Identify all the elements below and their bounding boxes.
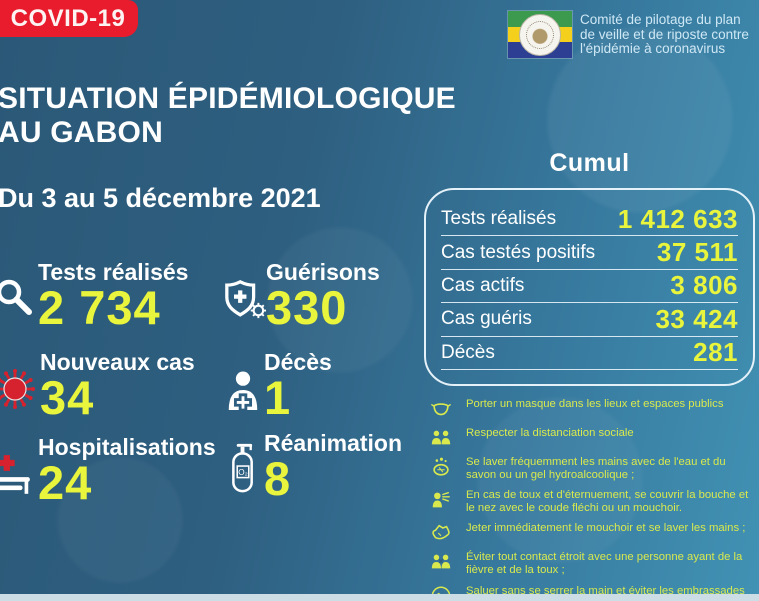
cumul-row-label: Tests réalisés [441, 208, 557, 230]
cumul-row-value: 1 412 633 [617, 203, 738, 234]
stat-value: 24 [38, 456, 93, 509]
stat-value: 34 [40, 371, 95, 424]
stat-label: Guérisons [266, 259, 380, 285]
stat-value: 1 [264, 371, 292, 424]
stat-value: 8 [264, 452, 292, 505]
committee-text-line1: Comité de pilotage du plan [580, 12, 741, 27]
stat-label: Nouveaux cas [40, 349, 195, 375]
bottom-strip [0, 594, 759, 601]
page-title-line1: SITUATION ÉPIDÉMIOLOGIQUE [0, 82, 456, 115]
cumul-row-gueris: Cas guéris 33 424 [441, 303, 738, 337]
stat-reanimation: O₂ Réanimation 8 [230, 430, 402, 502]
social-distance-icon [428, 427, 454, 449]
magnifier-icon [0, 278, 36, 327]
cumul-row-positifs: Cas testés positifs 37 511 [441, 236, 738, 270]
oxygen-tank-icon: O₂ [230, 441, 256, 498]
cumul-title: Cumul [549, 149, 630, 177]
stat-label: Réanimation [264, 430, 403, 456]
cumul-row-label: Décès [441, 341, 495, 363]
person-cross-icon [224, 370, 262, 417]
stat-value: 2 734 [38, 281, 161, 334]
measure-item-wash-hands: Se laver fréquemment les mains avec de l… [428, 456, 750, 482]
cumul-row-actifs: Cas actifs 3 806 [441, 270, 738, 304]
cumul-row-value: 37 511 [656, 237, 738, 268]
measure-item-distance: Respecter la distanciation sociale [428, 427, 750, 449]
stat-guerisons: Guérisons 330 [222, 259, 380, 331]
stat-label: Hospitalisations [38, 434, 216, 460]
stat-nouveaux-cas: Nouveaux cas 34 [0, 349, 195, 421]
stat-hospitalisations: Hospitalisations 24 [0, 434, 216, 506]
committee-text: Comité de pilotage du plan de veille et … [580, 11, 749, 58]
measure-text: Jeter immédiatement le mouchoir et se la… [466, 522, 746, 535]
cumul-row-value: 281 [693, 337, 738, 368]
mask-icon [428, 398, 454, 420]
shield-virus-icon [222, 278, 268, 327]
cumul-row-label: Cas actifs [441, 274, 525, 296]
committee-text-line3: l'épidémie à coronavirus [580, 41, 726, 57]
stat-value: 330 [266, 281, 348, 334]
hand-wash-icon [428, 456, 454, 478]
covid19-badge: COVID-19 [0, 0, 138, 37]
cumul-row-value: 3 806 [670, 270, 738, 301]
cough-icon [428, 489, 454, 511]
svg-text:O₂: O₂ [238, 468, 248, 477]
report-period: Du 3 au 5 décembre 2021 [0, 183, 321, 213]
cumul-row-tests: Tests réalisés 1 412 633 [441, 203, 738, 237]
prevention-measures-list: Porter un masque dans les lieux et espac… [428, 398, 750, 601]
measure-item-cough: En cas de toux et d'éternuement, se couv… [428, 489, 750, 515]
cumul-panel: Tests réalisés 1 412 633 Cas testés posi… [424, 188, 755, 386]
stat-label: Tests réalisés [38, 259, 189, 285]
measure-text: Éviter tout contact étroit avec une pers… [466, 551, 743, 577]
committee-logo-block: Comité de pilotage du plan de veille et … [508, 11, 749, 58]
page-title: SITUATION ÉPIDÉMIOLOGIQUE AU GABON [0, 82, 456, 149]
cumul-row-label: Cas testés positifs [441, 241, 596, 263]
stat-label: Décès [264, 349, 332, 375]
stat-tests-realises: Tests réalisés 2 734 [0, 259, 188, 331]
hospital-bed-icon [0, 453, 34, 502]
measure-item-avoid-contact: Éviter tout contact étroit avec une pers… [428, 551, 750, 577]
gabon-flag-icon [508, 11, 572, 58]
committee-text-line2: de veille et de riposte contre [580, 26, 749, 42]
avoid-contact-icon [428, 551, 454, 573]
measure-text: Respecter la distanciation sociale [466, 427, 634, 439]
measure-item-mask: Porter un masque dans les lieux et espac… [428, 398, 750, 420]
covid19-badge-label: COVID-19 [10, 4, 126, 32]
cumul-row-label: Cas guéris [441, 308, 532, 330]
stat-deces: Décès 1 [224, 349, 332, 421]
tissue-icon [428, 522, 454, 544]
measure-item-tissue: Jeter immédiatement le mouchoir et se la… [428, 522, 750, 544]
cumul-row-deces: Décès 281 [441, 337, 738, 370]
virus-icon [0, 366, 38, 417]
measure-text: Se laver fréquemment les mains avec de l… [466, 456, 726, 482]
page-title-line2: AU GABON [0, 115, 163, 149]
cumul-row-value: 33 424 [655, 303, 738, 334]
measure-text: Porter un masque dans les lieux et espac… [466, 398, 724, 410]
measure-text: En cas de toux et d'éternuement, se couv… [466, 489, 749, 515]
gabon-seal-icon [519, 13, 561, 56]
